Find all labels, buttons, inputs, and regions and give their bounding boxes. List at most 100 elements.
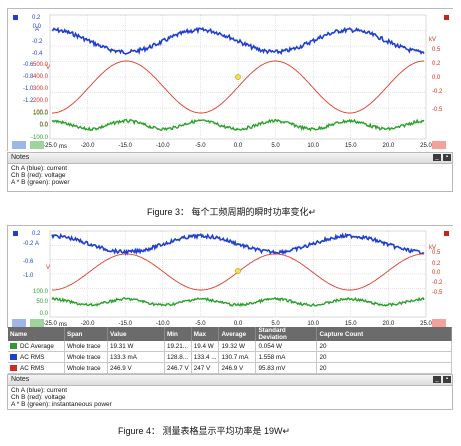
- table-cell: 1.558 mA: [255, 351, 318, 363]
- table-cell: 0.054 W: [255, 341, 318, 352]
- channel-b-marker-icon[interactable]: [444, 231, 449, 236]
- right-zoom-chip[interactable]: [432, 319, 446, 327]
- table-cell: 19.4 W: [191, 341, 220, 352]
- blue-tick-label: 0.0: [33, 24, 42, 30]
- right-unit-label: kV: [429, 245, 436, 251]
- table-cell: 247 V: [191, 362, 220, 374]
- trigger-marker[interactable]: [235, 268, 241, 274]
- blue-tick-label: -0.2: [32, 39, 43, 45]
- table-row[interactable]: AC RMS Whole trace 246.9 V 246.7 V 247 V 246.…: [8, 362, 452, 374]
- minimize-button[interactable]: _: [433, 154, 441, 161]
- blue-tick-label: 0.2: [32, 15, 41, 21]
- red-tick-label: 200.0: [33, 98, 49, 104]
- measurement-name-cell: AC RMS: [8, 351, 65, 363]
- x-tick-label: 5.0: [271, 321, 280, 327]
- x-tick-label: -15.0: [118, 143, 132, 149]
- scope-panel-2: 0.2 -0.2 -0.6 -1.0 100.0 50.0 0.0 0.5 0.2 0.0 -0…: [7, 225, 454, 329]
- blue-tick-label: -0.2: [23, 241, 34, 247]
- close-button[interactable]: ▪: [443, 154, 451, 161]
- measurements-table: Name Span Value Min Max Average Standard…: [8, 327, 452, 374]
- table-row[interactable]: DC Average Whole trace 19.31 W 19.21... 19.4…: [8, 341, 452, 352]
- table-cell: 19.32 W: [218, 341, 257, 352]
- measurement-name-cell: DC Average: [8, 341, 65, 352]
- table-cell: 95.83 mV: [255, 362, 318, 374]
- blue-tick-label: -0.8: [23, 74, 34, 80]
- figure-4-caption: Figure 4： 测量表格显示平均功率是 19W↵: [118, 426, 291, 436]
- table-cell: Whole trace: [64, 351, 108, 363]
- table-cell: 246.7 V: [164, 362, 192, 374]
- red-tick-label: 0.0: [40, 122, 49, 128]
- table-cell: 128.8...: [164, 351, 192, 363]
- green-tick-label: 0.0: [40, 123, 49, 129]
- channel-a-marker-icon[interactable]: [13, 231, 18, 236]
- x-tick-label: 20.0: [383, 143, 395, 149]
- trigger-marker[interactable]: [235, 74, 241, 80]
- y-zoom-chip[interactable]: [30, 319, 44, 327]
- measurement-name: DC Average: [20, 342, 54, 350]
- right-tick-label: 0.2: [432, 261, 441, 267]
- table-header-row: Name Span Value Min Max Average Standard…: [8, 327, 452, 341]
- x-tick-label: 10.0: [307, 321, 319, 327]
- blue-tick-label: -0.4: [32, 51, 43, 57]
- column-header[interactable]: Min: [164, 327, 192, 341]
- x-tick-label: 0.0: [234, 143, 243, 149]
- x-zoom-chip[interactable]: [12, 319, 26, 327]
- x-tick-label: -20.0: [81, 143, 95, 149]
- channel-b-marker-icon[interactable]: [444, 15, 449, 20]
- blue-unit-label: A: [35, 27, 39, 33]
- column-header[interactable]: Max: [191, 327, 220, 341]
- x-tick-label: -20.0: [81, 321, 95, 327]
- channel-color-swatch-icon: [10, 353, 17, 360]
- blue-tick-label: -1.0: [23, 273, 34, 279]
- red-tick-label: 300.0: [33, 86, 49, 92]
- x-tick-label: -15.0: [118, 321, 132, 327]
- right-tick-label: -0.2: [432, 280, 443, 286]
- x-unit-label: ms: [59, 144, 67, 150]
- blue-unit-label: A: [35, 241, 39, 247]
- column-header[interactable]: Standard Deviation: [255, 327, 318, 341]
- scope-panel-1: 0.2 0.0 -0.2 -0.4 -0.6 -0.8 -1.0 -1.2 500.0 400.…: [7, 8, 454, 152]
- column-header[interactable]: Span: [64, 327, 108, 341]
- oscilloscope-plot-1: 0.2 0.0 -0.2 -0.4 -0.6 -0.8 -1.0 -1.2 500.0 400.…: [8, 9, 454, 152]
- note-line: Ch A (blue): current: [11, 387, 67, 394]
- table-cell: Whole trace: [64, 341, 108, 352]
- notes-text[interactable]: Ch A (blue): current Ch B (red): voltage…: [8, 386, 452, 409]
- column-header[interactable]: Average: [218, 327, 257, 341]
- table-cell: Whole trace: [64, 362, 108, 374]
- measurement-name: AC RMS: [20, 353, 45, 361]
- red-tick-label: 100.0: [33, 110, 49, 116]
- x-tick-label: 15.0: [345, 143, 357, 149]
- channel-color-swatch-icon: [10, 342, 17, 349]
- table-cell: 133.3 mA: [107, 351, 165, 363]
- green-tick-label: 0.0: [40, 311, 49, 317]
- blue-tick-label: -0.6: [23, 259, 34, 265]
- table-cell: 20: [316, 351, 452, 363]
- channel-a-marker-icon[interactable]: [13, 15, 18, 20]
- note-line: Ch B (red): voltage: [11, 394, 66, 401]
- right-zoom-chip[interactable]: [432, 141, 446, 149]
- right-tick-label: 0.0: [432, 75, 441, 81]
- notes-header: Notes _ ▪: [8, 153, 452, 164]
- x-tick-label: 25.0: [420, 143, 432, 149]
- close-button[interactable]: ▪: [443, 376, 451, 383]
- table-row[interactable]: AC RMS Whole trace 133.3 mA 128.8... 133.4 .…: [8, 351, 452, 363]
- table-cell: 19.21...: [164, 341, 192, 352]
- table-cell: 246.9 V: [107, 362, 165, 374]
- right-unit-label: kV: [429, 37, 436, 43]
- x-tick-label: 0.0: [234, 321, 243, 327]
- notes-panel-2: Notes _ ▪ Ch A (blue): current Ch B (red…: [7, 374, 453, 410]
- column-header[interactable]: Value: [107, 327, 165, 341]
- y-zoom-chip[interactable]: [30, 141, 44, 149]
- blue-tick-label: -1.0: [23, 86, 34, 92]
- x-tick-label: 10.0: [307, 143, 319, 149]
- x-zoom-chip[interactable]: [12, 141, 26, 149]
- table-cell: 133.4 ...: [191, 351, 220, 363]
- column-header[interactable]: Name: [8, 327, 65, 341]
- right-tick-label: -0.5: [432, 107, 443, 113]
- column-header[interactable]: Capture Count: [316, 327, 452, 341]
- measurement-name-cell: AC RMS: [8, 362, 65, 374]
- notes-text[interactable]: Ch A (blue): current Ch B (red): voltage…: [8, 164, 452, 187]
- minimize-button[interactable]: _: [433, 376, 441, 383]
- blue-tick-label: -0.6: [23, 62, 34, 68]
- notes-header: Notes _ ▪: [8, 375, 452, 386]
